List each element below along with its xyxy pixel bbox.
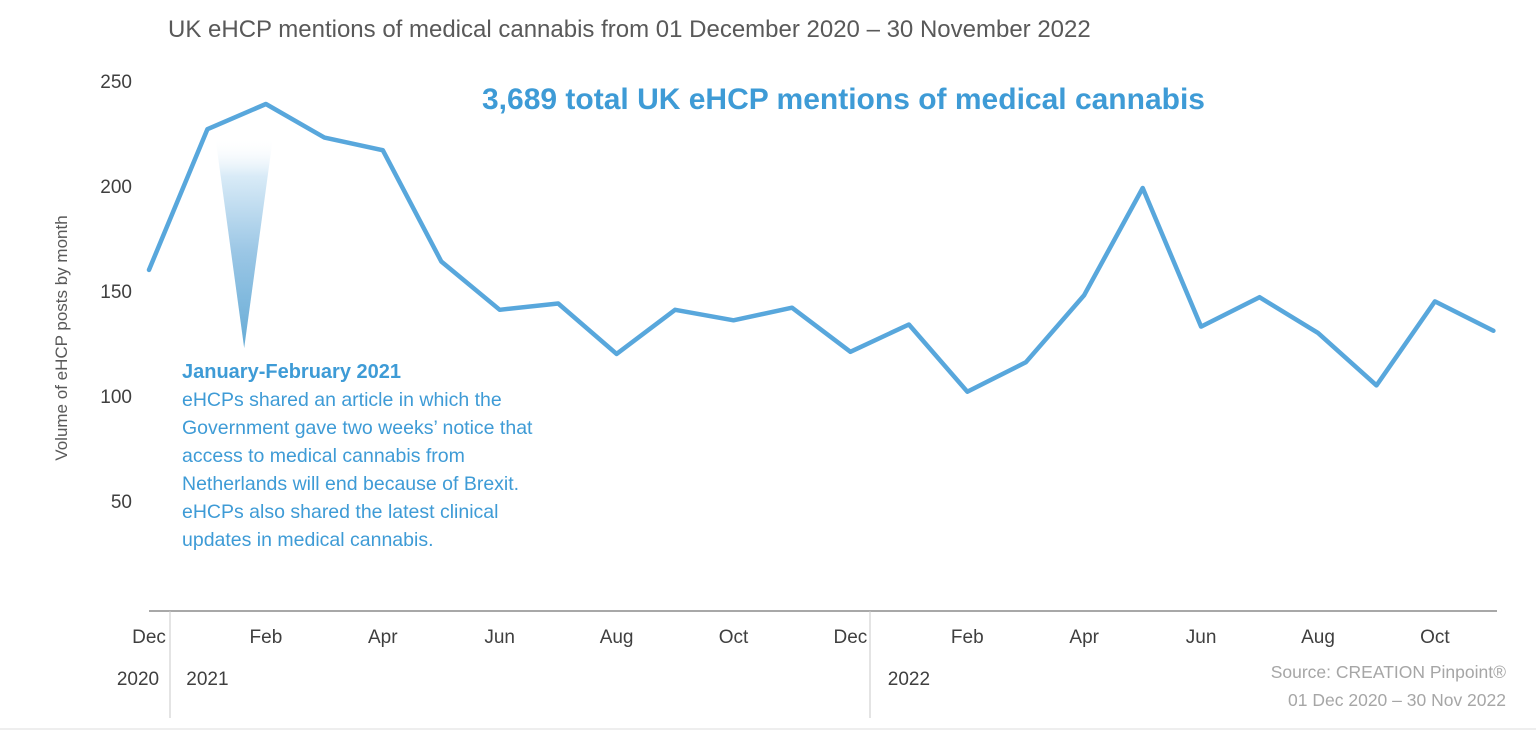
x-year-label: 2022 <box>887 669 931 690</box>
x-tick-label: Feb <box>249 627 283 648</box>
x-tick-label: Dec <box>833 627 868 648</box>
x-tick-label: Apr <box>1069 627 1099 648</box>
x-tick-label: Aug <box>1301 627 1335 648</box>
source-line-1: Source: CREATION Pinpoint® <box>1270 662 1506 682</box>
x-tick-label: Jun <box>484 627 516 648</box>
x-year-label: 2021 <box>186 669 229 690</box>
y-tick-label: 50 <box>110 492 132 513</box>
x-tick-label: Dec <box>132 627 166 648</box>
source-attribution: Source: CREATION Pinpoint® 01 Dec 2020 –… <box>1271 658 1506 714</box>
total-mentions-headline: 3,689 total UK eHCP mentions of medical … <box>482 83 1205 116</box>
x-tick-label: Jun <box>1185 627 1217 648</box>
y-axis-title: Volume of eHCP posts by month <box>52 215 71 461</box>
x-tick-label: Oct <box>1420 627 1450 648</box>
x-tick-label: Feb <box>950 627 984 648</box>
y-tick-label: 200 <box>100 177 132 198</box>
annotation-callout: January-February 2021 eHCPs shared an ar… <box>182 358 544 554</box>
callout-pointer <box>215 138 273 348</box>
y-tick-label: 100 <box>100 387 132 408</box>
x-year-label: 2020 <box>116 669 160 690</box>
trend-line <box>146 101 1496 394</box>
x-tick-label: Aug <box>599 627 634 648</box>
y-tick-label: 150 <box>100 282 132 303</box>
source-line-2: 01 Dec 2020 – 30 Nov 2022 <box>1288 690 1506 710</box>
x-tick-label: Oct <box>718 627 749 648</box>
chart-title: UK eHCP mentions of medical cannabis fro… <box>168 16 1091 43</box>
annotation-body: eHCPs shared an article in which the Gov… <box>182 389 533 551</box>
x-tick-label: Apr <box>368 627 398 648</box>
y-tick-label: 250 <box>100 72 132 93</box>
annotation-title: January-February 2021 <box>182 361 402 383</box>
